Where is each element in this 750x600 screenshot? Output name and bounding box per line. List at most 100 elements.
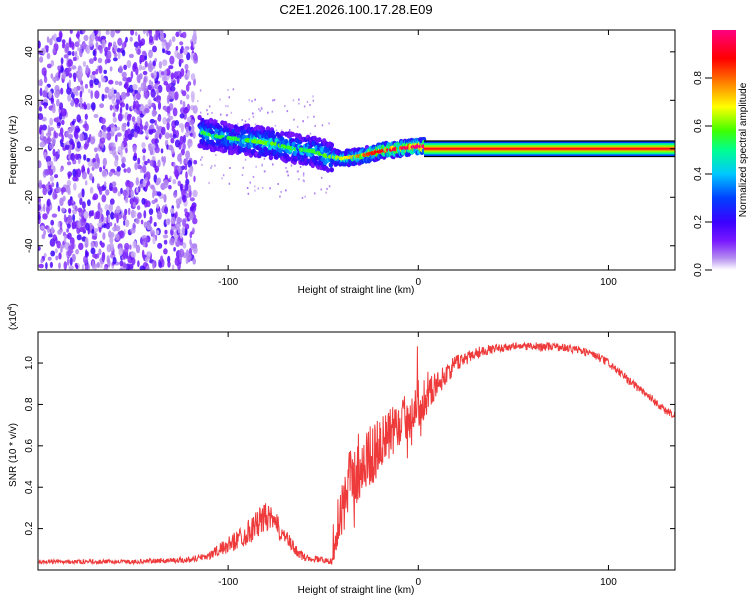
heatmap-cell <box>156 203 160 209</box>
heatmap-cell <box>177 153 182 162</box>
heatmap-cell <box>296 125 299 128</box>
heatmap-cell <box>132 83 138 91</box>
heatmap-cell <box>168 65 174 70</box>
heatmap-cell <box>99 137 106 144</box>
heatmap-cell <box>166 105 171 114</box>
heatmap-cell <box>165 42 170 51</box>
heatmap-cell <box>48 127 55 131</box>
heatmap-cell <box>122 263 127 268</box>
heatmap-cell <box>84 83 88 89</box>
heatmap-cell <box>114 30 121 34</box>
heatmap-cell <box>51 213 58 218</box>
heatmap-cell <box>83 143 89 150</box>
heatmap-cell <box>254 189 256 192</box>
colorbar-tick-label: 0.2 <box>693 215 704 229</box>
heatmap-cell <box>70 152 76 161</box>
heatmap-cell <box>58 30 63 40</box>
heatmap-cell <box>134 132 138 138</box>
heatmap-cell <box>132 155 138 162</box>
heatmap-cell <box>53 130 57 140</box>
heatmap-cell <box>180 53 184 59</box>
heatmap-cell <box>54 174 59 179</box>
heatmap-cell <box>52 76 58 82</box>
heatmap-cell <box>107 258 111 268</box>
multiplier-close: ) <box>8 303 19 306</box>
heatmap-cell <box>307 116 309 119</box>
heatmap-cell <box>103 266 109 270</box>
heatmap-cell <box>115 104 119 110</box>
heatmap-cell <box>147 84 152 91</box>
heatmap-cell <box>161 75 166 82</box>
heatmap-cell <box>141 66 147 71</box>
heatmap-cell <box>172 79 176 84</box>
heatmap-cell <box>246 187 249 189</box>
heatmap-cell <box>61 134 64 143</box>
heatmap-cell <box>306 156 309 159</box>
heatmap-cell <box>67 59 73 67</box>
heatmap-cell <box>101 254 105 263</box>
heatmap-cell <box>261 107 263 110</box>
heatmap-cell <box>44 168 50 176</box>
y-tick-label: 40 <box>24 46 35 58</box>
heatmap-cell <box>162 116 167 125</box>
snr-y-label: SNR (10 * v/v) <box>8 423 19 487</box>
heatmap-cell <box>112 116 117 123</box>
snr-panel: -100 0 100 0.2 0.4 0.6 0.8 1.0 Height of strai… <box>7 303 676 596</box>
heatmap-cell <box>187 69 191 78</box>
heatmap-cell <box>137 87 142 94</box>
heatmap-cell <box>163 194 167 203</box>
heatmap-cell <box>125 103 129 111</box>
colorbar-label: Normalized spectral amplitude <box>738 82 749 217</box>
heatmap-cell <box>192 217 198 225</box>
y-tick-label: -40 <box>24 238 35 253</box>
heatmap-cell <box>130 189 134 199</box>
colorbar: 0.0 0.2 0.4 0.6 0.8 Normalized spectral ampl… <box>693 30 749 277</box>
heatmap-cell <box>93 228 99 233</box>
heatmap-cell <box>184 131 190 138</box>
heatmap-cell <box>141 50 147 56</box>
heatmap-cell <box>99 166 103 173</box>
heatmap-cell <box>290 131 295 137</box>
heatmap-cell <box>66 161 72 166</box>
heatmap-cell <box>152 236 156 245</box>
heatmap-cell <box>192 210 195 216</box>
heatmap-cell <box>63 214 67 223</box>
heatmap-cell <box>114 80 119 86</box>
heatmap-cell <box>104 46 109 53</box>
heatmap-cell <box>143 30 146 35</box>
heatmap-cell <box>211 112 213 114</box>
heatmap-cell <box>112 257 117 265</box>
heatmap-cell <box>207 113 209 116</box>
heatmap-cell <box>112 112 116 118</box>
heatmap-cell <box>76 141 82 149</box>
heatmap-cell <box>183 47 188 56</box>
heatmap-cell <box>83 34 89 42</box>
heatmap-cell <box>229 167 231 169</box>
heatmap-cell <box>83 154 87 161</box>
heatmap-cell <box>249 181 251 184</box>
heatmap-cell <box>174 139 181 148</box>
heatmap-cell <box>43 203 46 212</box>
heatmap-cell <box>162 48 166 54</box>
heatmap-cell <box>252 175 255 178</box>
x-tick-label: 0 <box>416 577 422 588</box>
heatmap-cell <box>104 59 108 65</box>
heatmap-cell <box>71 221 77 229</box>
heatmap-cell <box>170 137 175 144</box>
heatmap-cell <box>92 253 98 258</box>
heatmap-cell <box>163 155 166 164</box>
heatmap-cell <box>91 235 98 240</box>
heatmap-cell <box>163 239 168 245</box>
heatmap-cell <box>127 207 131 216</box>
heatmap-cell <box>38 160 42 169</box>
heatmap-cell <box>229 124 235 130</box>
heatmap-cell <box>38 246 41 251</box>
heatmap-cell <box>191 124 195 133</box>
heatmap-cell <box>103 69 107 74</box>
heatmap-cell <box>252 112 254 115</box>
heatmap-cell <box>230 111 233 114</box>
heatmap-cell <box>163 248 168 255</box>
heatmap-cell <box>296 170 299 173</box>
heatmap-cell <box>176 52 182 60</box>
heatmap-cell <box>225 105 227 108</box>
